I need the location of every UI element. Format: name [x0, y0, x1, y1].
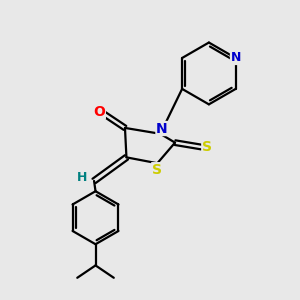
Text: S: S — [152, 163, 162, 177]
Text: S: S — [202, 140, 212, 154]
Text: N: N — [156, 122, 168, 136]
Text: H: H — [76, 172, 87, 184]
Text: O: O — [93, 105, 105, 119]
Text: N: N — [230, 52, 241, 64]
